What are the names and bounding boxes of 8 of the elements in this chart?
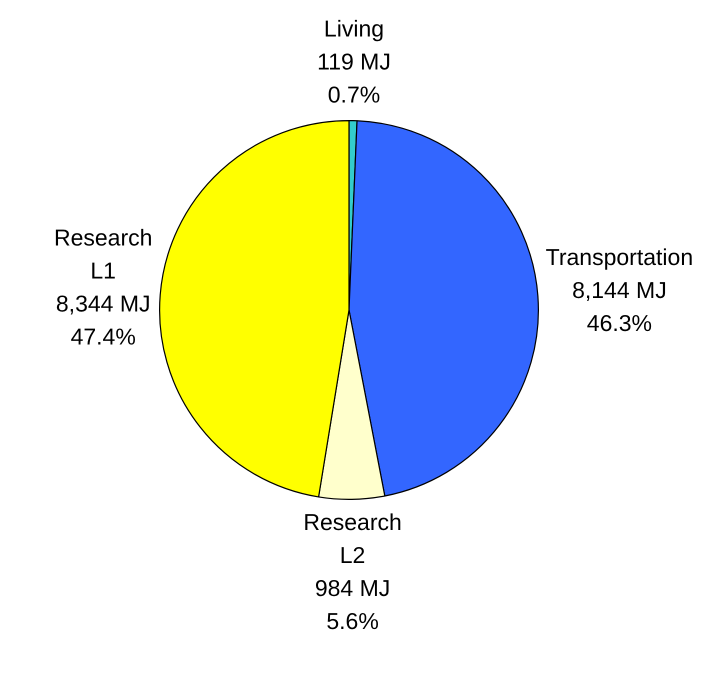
slice-label: Research L2 bbox=[303, 509, 402, 568]
data-label: 8,344 MJ 47.4% bbox=[56, 290, 150, 350]
data-label: 984 MJ 5.6% bbox=[314, 575, 390, 634]
slice-label: Research L1 bbox=[54, 224, 152, 284]
data-label: 8,144 MJ 46.3% bbox=[572, 277, 667, 336]
slice-label: Transportation bbox=[546, 244, 694, 270]
slice-label: Living bbox=[324, 16, 384, 42]
data-label: 119 MJ 0.7% bbox=[317, 48, 391, 108]
